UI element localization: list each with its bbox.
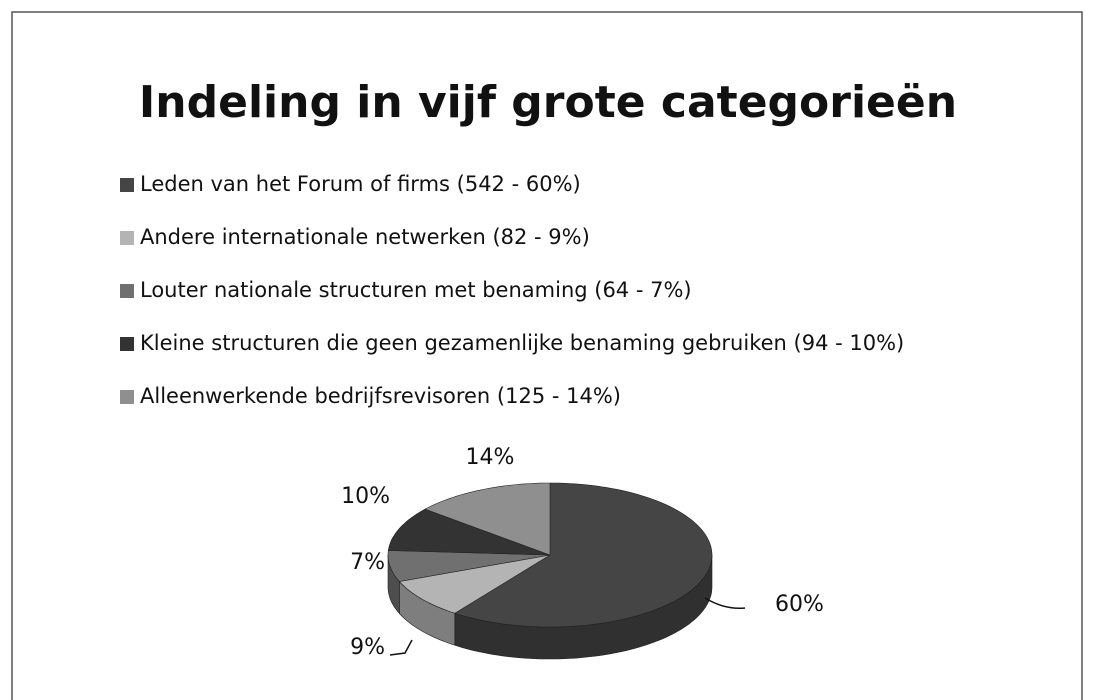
legend-label: Leden van het Forum of firms (542 - 60%) [140, 172, 581, 196]
legend-swatch [120, 284, 134, 298]
legend-label: Louter nationale structuren met benaming… [140, 278, 692, 302]
legend-swatch [120, 390, 134, 404]
legend-swatch [120, 337, 134, 351]
pie-slice [398, 554, 551, 614]
data-label: 10% [341, 484, 390, 509]
legend-label: Alleenwerkende bedrijfsrevisoren (125 - … [140, 384, 621, 408]
legend-label: Andere internationale netwerken (82 - 9%… [140, 225, 590, 249]
pie-slice [387, 508, 551, 556]
leader-line [704, 597, 746, 610]
frame [11, 11, 1083, 700]
legend-label: Kleine structuren die geen gezamenlijke … [140, 331, 904, 355]
data-label: 7% [350, 550, 385, 575]
data-label: 9% [350, 635, 385, 660]
chart-title: Indeling in vijf grote categorieën [139, 77, 957, 128]
pie-slice [424, 482, 551, 556]
leader-line [389, 639, 413, 656]
data-label: 60% [775, 592, 824, 617]
data-label: 14% [466, 445, 515, 470]
pie-slice [454, 482, 713, 628]
legend-swatch [120, 178, 134, 192]
legend-swatch [120, 231, 134, 245]
pie-slice [387, 550, 551, 582]
